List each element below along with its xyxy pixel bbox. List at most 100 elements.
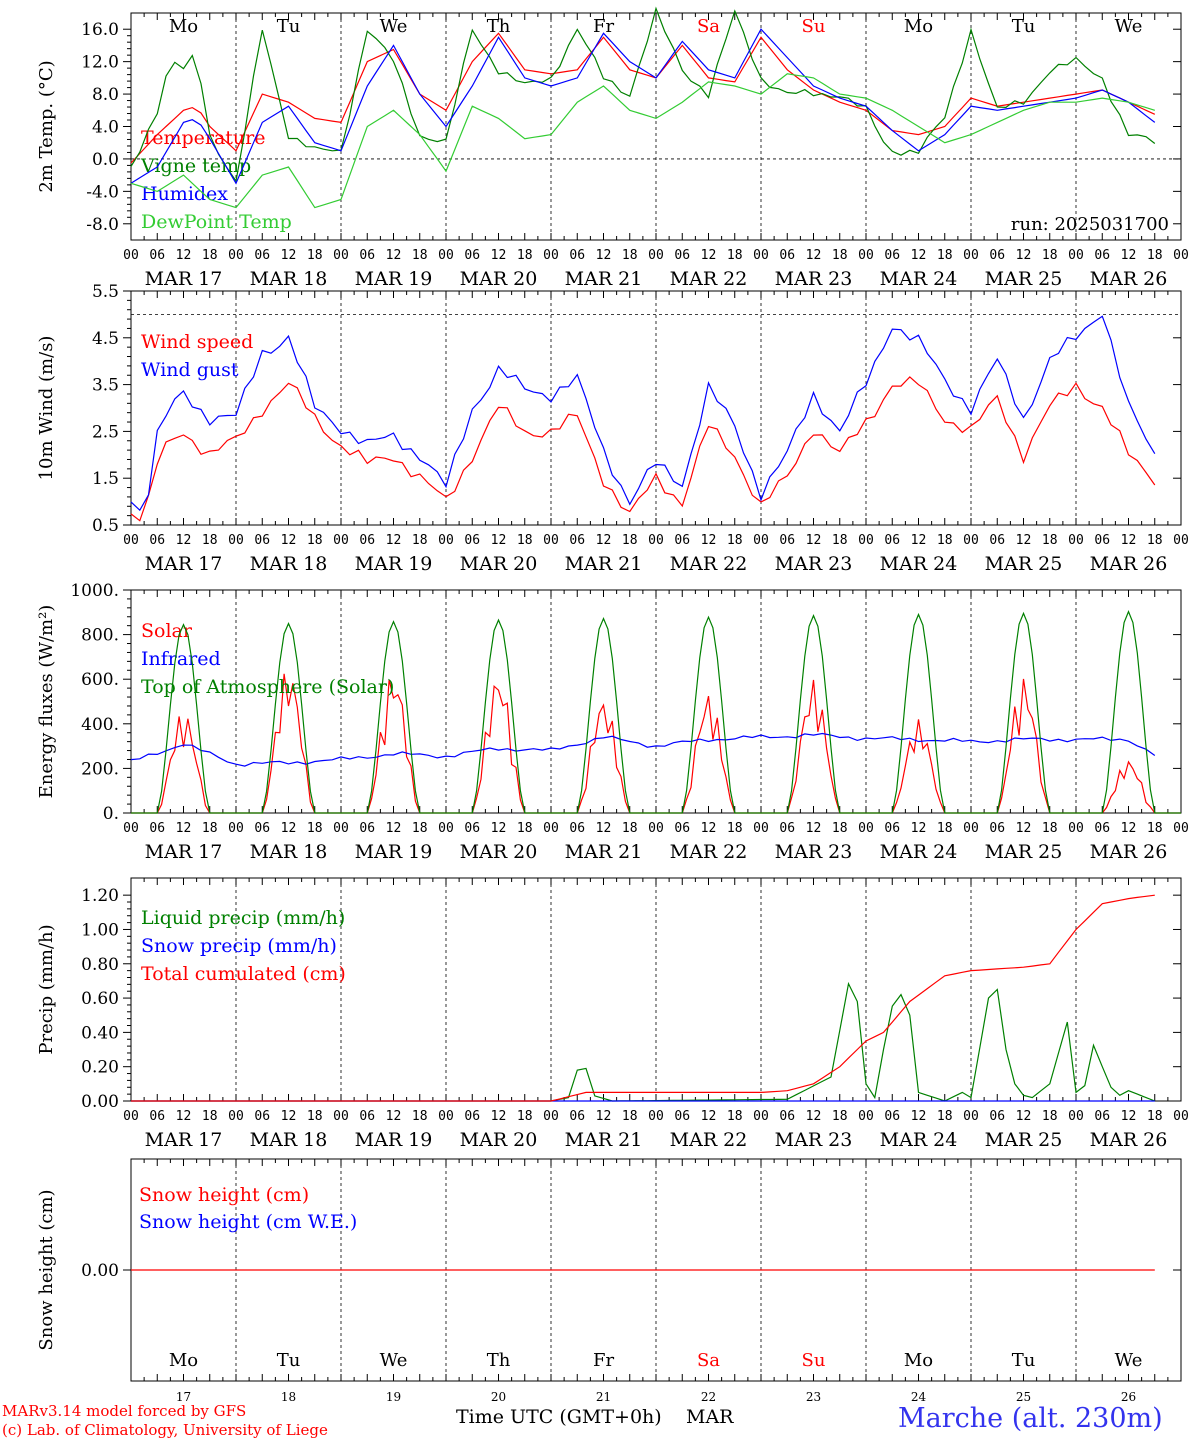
hour-label: 06 — [569, 1109, 585, 1124]
series-line — [130, 32, 1156, 164]
y-tick-label: 0.0 — [92, 150, 119, 170]
date-label: MAR 26 — [1090, 553, 1168, 575]
y-tick-label: 0.80 — [81, 955, 119, 975]
date-label: MAR 21 — [565, 1129, 643, 1151]
hour-label: 00 — [963, 1109, 979, 1124]
date-label: MAR 22 — [670, 841, 748, 863]
hour-label: 18 — [1042, 1109, 1058, 1124]
hour-label: 00 — [228, 248, 244, 263]
hour-label: 00 — [1173, 1109, 1189, 1124]
y-tick-label: 8.0 — [92, 85, 119, 105]
legend-entry: Temperature — [141, 127, 265, 149]
hour-label: 12 — [911, 248, 927, 263]
hour-label: 12 — [281, 533, 297, 548]
hour-label: 06 — [359, 821, 375, 836]
panel-1: -8.0 -4.0 0.0 4.0 8.0 12.0 16.0 2m Temp. (°C) 00… — [36, 6, 1189, 290]
hour-label: 06 — [1094, 1109, 1110, 1124]
hour-label: 12 — [176, 533, 192, 548]
weekday-label: Tu — [1012, 16, 1036, 37]
hour-label: 12 — [1121, 821, 1137, 836]
date-label: MAR 20 — [460, 1129, 538, 1151]
hour-label: 12 — [386, 533, 402, 548]
date-label: MAR 24 — [880, 553, 958, 575]
hour-label: 18 — [412, 1109, 428, 1124]
weekday-label: Su — [802, 1350, 826, 1371]
hour-label: 18 — [1147, 821, 1163, 836]
hour-label: 18 — [622, 1109, 638, 1124]
weekday-label: Fr — [593, 1350, 614, 1371]
y-axis-label: 10m Wind (m/s) — [36, 336, 57, 481]
series-line — [131, 981, 1156, 1102]
legend-entry: Wind speed — [141, 331, 253, 353]
panel-4: 0.00 0.20 0.40 0.60 0.80 1.00 1.20 Precip (mm/h… — [36, 877, 1189, 1151]
hour-label: 06 — [779, 248, 795, 263]
series-line — [130, 73, 1155, 209]
hour-label: 12 — [596, 821, 612, 836]
y-tick-label: 0.60 — [81, 989, 119, 1009]
hour-label: 12 — [386, 821, 402, 836]
hour-label: 00 — [753, 248, 769, 263]
hour-label: 00 — [333, 1109, 349, 1124]
y-axis-label: Snow height (cm) — [36, 1189, 57, 1350]
hour-label: 06 — [254, 1109, 270, 1124]
y-tick-label: 0.00 — [81, 1092, 119, 1112]
date-label: MAR 19 — [355, 841, 433, 863]
series-line — [130, 28, 1156, 185]
date-label: MAR 22 — [670, 553, 748, 575]
date-label: MAR 21 — [565, 268, 643, 290]
hour-label: 18 — [412, 248, 428, 263]
hour-label: 12 — [596, 248, 612, 263]
hour-label: 18 — [307, 248, 323, 263]
y-tick-label: 0.5 — [92, 516, 119, 536]
date-label: MAR 17 — [145, 841, 223, 863]
hour-label: 12 — [806, 821, 822, 836]
hour-label: 18 — [1147, 1109, 1163, 1124]
hour-label: 06 — [464, 248, 480, 263]
hour-label: 18 — [412, 821, 428, 836]
hour-label: 12 — [1016, 821, 1032, 836]
weekday-label: Th — [487, 1350, 511, 1371]
hour-label: 00 — [963, 533, 979, 548]
hour-label: 18 — [727, 248, 743, 263]
hour-label: 18 — [1042, 821, 1058, 836]
date-label: MAR 17 — [145, 1129, 223, 1151]
hour-label: 06 — [1094, 821, 1110, 836]
hour-label: 00 — [1068, 248, 1084, 263]
legend-entry: Solar — [141, 620, 193, 642]
series-line — [130, 6, 1156, 183]
hour-label: 12 — [386, 248, 402, 263]
hour-label: 00 — [753, 821, 769, 836]
weekday-label: We — [380, 1350, 408, 1371]
legend-entry: Infrared — [141, 648, 221, 670]
hour-label: 12 — [596, 533, 612, 548]
hour-label: 12 — [701, 821, 717, 836]
weekday-label: Sa — [697, 16, 720, 37]
hour-label: 06 — [359, 248, 375, 263]
hour-label: 06 — [1094, 533, 1110, 548]
hour-label: 00 — [858, 821, 874, 836]
y-tick-label: 1.5 — [92, 469, 119, 489]
hour-label: 00 — [438, 533, 454, 548]
hour-label: 00 — [228, 1109, 244, 1124]
hour-label: 06 — [464, 533, 480, 548]
hour-label: 06 — [989, 533, 1005, 548]
date-label: MAR 23 — [775, 268, 853, 290]
hour-label: 00 — [333, 533, 349, 548]
date-label: MAR 22 — [670, 268, 748, 290]
weekday-label: Tu — [277, 16, 301, 37]
date-label: MAR 24 — [880, 268, 958, 290]
date-label: MAR 25 — [985, 841, 1063, 863]
lab-credit: (c) Lab. of Climatology, University of L… — [2, 1421, 328, 1439]
date-label: MAR 17 — [145, 553, 223, 575]
hour-label: 06 — [359, 533, 375, 548]
hour-label: 06 — [464, 1109, 480, 1124]
hour-label: 18 — [202, 1109, 218, 1124]
date-label: MAR 17 — [145, 268, 223, 290]
hour-label: 12 — [281, 821, 297, 836]
hour-label: 06 — [674, 1109, 690, 1124]
y-tick-label: -4.0 — [86, 182, 119, 202]
hour-label: 06 — [884, 248, 900, 263]
hour-label: 12 — [176, 821, 192, 836]
hour-label: 00 — [1173, 821, 1189, 836]
